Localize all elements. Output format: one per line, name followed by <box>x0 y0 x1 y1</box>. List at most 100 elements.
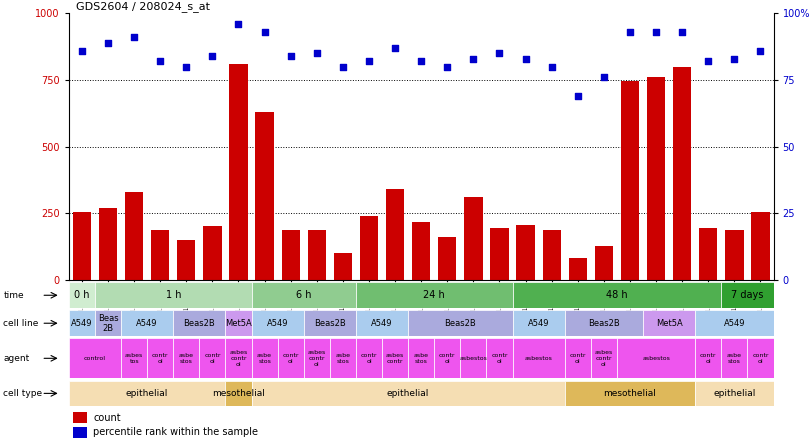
Point <box>519 55 532 62</box>
Text: Beas2B: Beas2B <box>588 319 620 328</box>
Text: asbestos: asbestos <box>459 356 488 361</box>
Bar <box>225 338 252 378</box>
Point <box>336 63 349 70</box>
Bar <box>255 112 274 280</box>
Bar <box>252 310 304 336</box>
Text: Beas2B: Beas2B <box>314 319 346 328</box>
Text: asbes
contr
ol: asbes contr ol <box>229 350 248 367</box>
Point <box>571 92 584 99</box>
Text: contr
ol: contr ol <box>569 353 586 364</box>
Bar <box>565 381 695 406</box>
Bar <box>438 237 456 280</box>
Bar <box>565 310 643 336</box>
Bar <box>95 282 252 308</box>
Bar <box>199 338 225 378</box>
Text: agent: agent <box>3 354 30 363</box>
Bar <box>725 230 744 280</box>
Text: asbe
stos: asbe stos <box>414 353 428 364</box>
Text: asbe
stos: asbe stos <box>179 353 194 364</box>
Bar <box>225 310 252 336</box>
Text: time: time <box>3 291 24 300</box>
Point <box>310 50 323 57</box>
Bar <box>565 338 590 378</box>
Point <box>493 50 506 57</box>
Bar <box>569 258 587 280</box>
Text: Beas2B: Beas2B <box>445 319 476 328</box>
Bar <box>487 338 513 378</box>
Bar <box>460 338 487 378</box>
Point <box>75 47 88 54</box>
Point <box>154 58 167 65</box>
Bar <box>173 338 199 378</box>
Point <box>676 28 688 36</box>
Text: 24 h: 24 h <box>424 290 446 300</box>
Bar <box>382 338 408 378</box>
Point <box>389 44 402 52</box>
Text: Met5A: Met5A <box>225 319 252 328</box>
Text: A549: A549 <box>267 319 288 328</box>
Text: 1 h: 1 h <box>165 290 181 300</box>
Point <box>701 58 714 65</box>
Bar <box>203 226 221 280</box>
Text: A549: A549 <box>71 319 92 328</box>
Text: count: count <box>93 413 121 423</box>
Point <box>363 58 376 65</box>
Text: contr
ol: contr ol <box>360 353 377 364</box>
Bar <box>695 338 722 378</box>
Bar <box>752 212 770 280</box>
Bar <box>722 338 748 378</box>
Bar <box>121 310 173 336</box>
Bar <box>617 338 695 378</box>
Bar <box>490 228 509 280</box>
Bar <box>330 338 356 378</box>
Bar <box>73 427 87 438</box>
Point <box>258 28 271 36</box>
Bar <box>173 310 225 336</box>
Text: GDS2604 / 208024_s_at: GDS2604 / 208024_s_at <box>76 1 210 12</box>
Text: 48 h: 48 h <box>606 290 628 300</box>
Text: cell type: cell type <box>3 389 43 398</box>
Bar <box>356 282 513 308</box>
Bar <box>121 338 147 378</box>
Bar <box>408 338 434 378</box>
Text: cell line: cell line <box>3 319 39 328</box>
Bar <box>308 230 326 280</box>
Bar <box>69 381 225 406</box>
Bar <box>673 67 691 280</box>
Point <box>467 55 480 62</box>
Bar <box>699 228 718 280</box>
Bar <box>386 189 404 280</box>
Text: Beas
2B: Beas 2B <box>98 313 118 333</box>
Bar <box>252 282 356 308</box>
Bar <box>282 230 300 280</box>
Bar <box>125 192 143 280</box>
Text: contr
ol: contr ol <box>204 353 220 364</box>
Bar <box>722 282 774 308</box>
Bar <box>99 208 117 280</box>
Point <box>232 20 245 28</box>
Bar <box>464 197 483 280</box>
Point <box>598 74 611 81</box>
Text: contr
ol: contr ol <box>700 353 717 364</box>
Text: mesothelial: mesothelial <box>212 389 265 398</box>
Point <box>206 52 219 59</box>
Bar <box>252 338 278 378</box>
Bar <box>647 77 665 280</box>
Bar <box>412 222 430 280</box>
Text: A549: A549 <box>136 319 158 328</box>
Bar <box>434 338 460 378</box>
Bar <box>73 212 91 280</box>
Text: asbes
contr
ol: asbes contr ol <box>308 350 326 367</box>
Text: 6 h: 6 h <box>296 290 312 300</box>
Bar <box>356 338 382 378</box>
Bar <box>543 230 561 280</box>
Bar <box>360 216 378 280</box>
Bar <box>69 338 121 378</box>
Text: A549: A549 <box>723 319 745 328</box>
Bar <box>177 240 195 280</box>
Bar <box>304 338 330 378</box>
Text: asbe
stos: asbe stos <box>727 353 742 364</box>
Bar <box>408 310 513 336</box>
Bar <box>513 310 565 336</box>
Point <box>624 28 637 36</box>
